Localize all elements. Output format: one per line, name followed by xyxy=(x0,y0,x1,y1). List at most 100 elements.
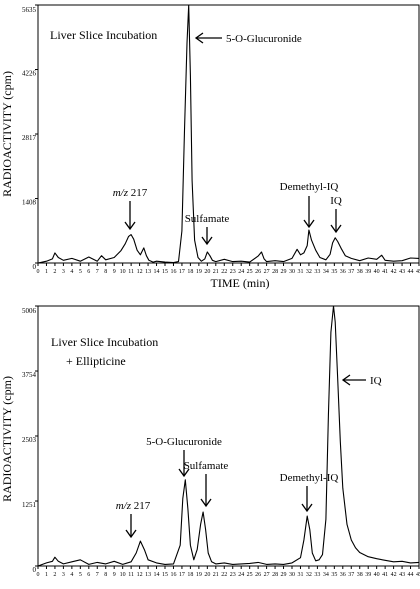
annotation-arrow-head xyxy=(125,529,137,539)
x-tick-label: 44 xyxy=(408,269,414,275)
series-line xyxy=(37,305,420,567)
x-tick-label: 5 xyxy=(79,572,82,578)
x-tick-label: 0 xyxy=(37,572,40,578)
y-tick-label: 2817 xyxy=(22,134,37,142)
x-tick-label: 2 xyxy=(53,572,56,578)
annotation-arrow-head xyxy=(201,236,213,246)
chart-subtitle: + Ellipticine xyxy=(66,354,126,368)
x-tick-label: 20 xyxy=(204,269,210,275)
x-tick-label: 17 xyxy=(179,572,185,578)
y-axis-label: RADIOACTIVITY (cpm) xyxy=(0,376,14,502)
x-tick-label: 36 xyxy=(340,269,346,275)
x-tick-label: 32 xyxy=(306,269,312,275)
x-tick-label: 7 xyxy=(96,269,99,275)
x-tick-label: 35 xyxy=(331,572,337,578)
y-tick-label: 5006 xyxy=(22,307,37,315)
y-tick-label: 3754 xyxy=(22,371,37,379)
x-tick-label: 4 xyxy=(70,572,73,578)
peak-label-math: m/z xyxy=(113,187,129,199)
chart-panel-1: 0 1 2 3 4 5 6 7 8 9 10 11 12 13 14 15 16 17 18 19 20 21 22 23 24… xyxy=(0,0,420,290)
x-tick-label: 5 xyxy=(79,269,82,275)
x-tick-label: 27 xyxy=(264,572,270,578)
x-tick-label: 42 xyxy=(391,269,397,275)
x-tick-label: 12 xyxy=(137,572,143,578)
series-group xyxy=(37,305,420,567)
peak-label-value: 217 xyxy=(131,500,151,512)
ticks-group: 0 1 2 3 4 5 6 7 8 9 10 11 12 13 14 15 16 17 18 19 20 21 22 23 24… xyxy=(22,4,420,275)
x-tick-label: 29 xyxy=(281,572,287,578)
x-tick-label: 16 xyxy=(170,572,176,578)
x-tick-label: 28 xyxy=(272,572,278,578)
x-tick-label: 14 xyxy=(154,572,160,578)
peak-label: IQ xyxy=(330,195,342,207)
x-tick-label: 6 xyxy=(87,269,90,275)
peak-label: m/z 217 xyxy=(113,187,148,199)
x-tick-label: 12 xyxy=(137,269,143,275)
x-tick-label: 20 xyxy=(204,572,210,578)
ticks-group: 0 1 2 3 4 5 6 7 8 9 10 11 12 13 14 15 16 17 18 19 20 21 22 23 24… xyxy=(22,305,420,578)
x-tick-label: 10 xyxy=(120,572,126,578)
x-tick-label: 15 xyxy=(162,269,168,275)
annotation-arrow-head xyxy=(341,374,351,386)
x-tick-label: 37 xyxy=(348,269,354,275)
x-tick-label: 2 xyxy=(53,269,56,275)
x-tick-label: 45 xyxy=(416,269,420,275)
y-tick-label: 5635 xyxy=(22,6,37,14)
x-tick-label: 33 xyxy=(314,269,320,275)
peak-label: Sulfamate xyxy=(185,213,230,225)
chart-panel-2: 0 1 2 3 4 5 6 7 8 9 10 11 12 13 14 15 16 17 18 19 20 21 22 23 24… xyxy=(0,300,420,589)
y-tick-label: 0 xyxy=(33,566,37,574)
peak-label-math: m/z xyxy=(116,500,132,512)
x-tick-label: 40 xyxy=(374,269,380,275)
x-tick-label: 1 xyxy=(45,269,48,275)
series-group xyxy=(37,4,420,264)
x-tick-label: 42 xyxy=(391,572,397,578)
x-tick-label: 38 xyxy=(357,572,363,578)
y-tick-label: 1408 xyxy=(22,199,37,207)
x-tick-label: 39 xyxy=(365,269,371,275)
x-tick-label: 35 xyxy=(331,269,337,275)
x-tick-label: 23 xyxy=(230,269,236,275)
x-tick-label: 22 xyxy=(221,269,227,275)
x-tick-label: 43 xyxy=(399,269,405,275)
x-tick-label: 9 xyxy=(113,269,116,275)
x-tick-label: 19 xyxy=(196,572,202,578)
x-tick-label: 13 xyxy=(145,269,151,275)
chart-1-svg: 0 1 2 3 4 5 6 7 8 9 10 11 12 13 14 15 16 17 18 19 20 21 22 23 24… xyxy=(0,4,420,290)
x-tick-label: 34 xyxy=(323,572,329,578)
x-axis-label: TIME (min) xyxy=(211,276,270,290)
y-axis-label: RADIOACTIVITY (cpm) xyxy=(0,71,14,197)
x-tick-label: 14 xyxy=(154,269,160,275)
x-tick-label: 3 xyxy=(62,269,65,275)
x-tick-label: 26 xyxy=(255,269,261,275)
x-tick-label: 32 xyxy=(306,572,312,578)
annotation-arrow-head xyxy=(194,32,204,44)
x-tick-label: 41 xyxy=(382,269,388,275)
x-tick-label: 11 xyxy=(128,572,134,578)
x-tick-label: 31 xyxy=(297,572,303,578)
x-tick-label: 17 xyxy=(179,269,185,275)
x-tick-label: 30 xyxy=(289,572,295,578)
y-tick-label: 1251 xyxy=(22,501,37,509)
annotation-group: m/z 217 5-O-Glucuronide Sulfamate Demethyl-… xyxy=(116,374,382,539)
x-tick-label: 36 xyxy=(340,572,346,578)
x-tick-label: 39 xyxy=(365,572,371,578)
annotation-group: m/z 217 5-O-Glucuronide Sulfamate Demethyl-… xyxy=(113,32,342,246)
peak-label: Demethyl-IQ xyxy=(280,472,339,484)
x-tick-label: 24 xyxy=(238,572,244,578)
x-tick-label: 8 xyxy=(104,269,107,275)
x-tick-label: 1 xyxy=(45,572,48,578)
chart-title: Liver Slice Incubation xyxy=(51,335,158,349)
x-tick-label: 4 xyxy=(70,269,73,275)
x-tick-label: 38 xyxy=(357,269,363,275)
x-tick-label: 25 xyxy=(247,572,253,578)
x-tick-label: 3 xyxy=(62,572,65,578)
x-tick-label: 27 xyxy=(264,269,270,275)
x-tick-label: 28 xyxy=(272,269,278,275)
x-tick-label: 41 xyxy=(382,572,388,578)
annotation-arrow-head xyxy=(330,224,342,234)
x-tick-label: 33 xyxy=(314,572,320,578)
x-tick-label: 16 xyxy=(170,269,176,275)
x-tick-label: 21 xyxy=(213,572,219,578)
x-tick-label: 29 xyxy=(281,269,287,275)
